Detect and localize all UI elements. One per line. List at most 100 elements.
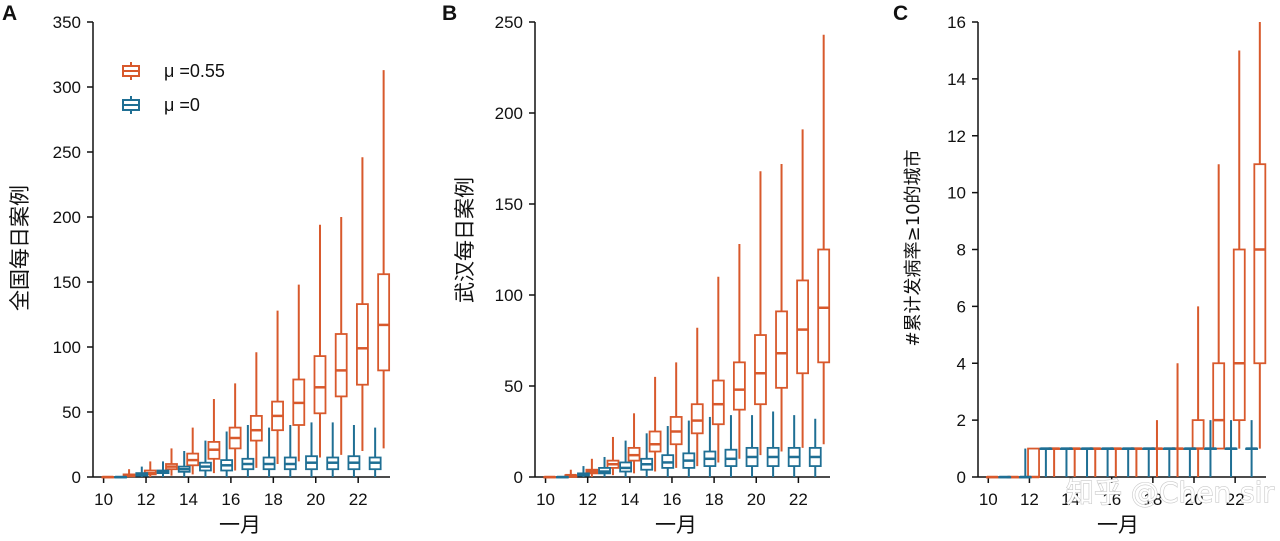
panel-c-box-mu0: [998, 475, 1012, 479]
watermark: 知乎 @Chen sir: [1066, 476, 1274, 509]
panel-b-box-mu0: [703, 416, 717, 477]
panel-a-ytick-label: 150: [53, 273, 81, 292]
panel-c-box-mu055: [986, 475, 999, 479]
panel-a-box-mu055: [292, 284, 306, 462]
panel-a-xtick-label: 18: [264, 490, 283, 509]
panel-a-box-mu0: [262, 427, 276, 477]
box-iqr: [1232, 248, 1246, 422]
panel-c-xtick-label: 16: [1102, 490, 1121, 509]
panel-b-ylabel: 武汉每日案例: [453, 177, 477, 303]
box-iqr: [1027, 447, 1040, 478]
panel-c-box-mu0: [1142, 447, 1156, 477]
panel-a-letter: A: [2, 2, 17, 25]
panel-a-ytick-label: 250: [53, 143, 81, 162]
panel-b-box-mu055: [606, 436, 620, 476]
panel-b-box-mu0: [724, 415, 738, 477]
panel-a-box-mu055: [186, 427, 200, 475]
panel-a-box-mu055: [356, 157, 369, 451]
panel-c-ytick-label: 16: [947, 13, 966, 32]
panel-b-xtick-label: 18: [705, 490, 724, 509]
panel-a-xtick-label: 10: [94, 490, 113, 509]
panel-c-box-mu055: [1171, 363, 1184, 477]
box-iqr: [754, 334, 767, 406]
panel-c-box-mu0: [1224, 420, 1238, 477]
panel-a-ytick-label: 50: [62, 403, 81, 422]
panel-c-box-mu0: [1183, 447, 1197, 477]
panel-b-box-mu055: [543, 475, 557, 479]
box-iqr: [1212, 362, 1226, 450]
panel-c-box-mu055: [1232, 50, 1246, 449]
panel-b-box-mu0: [766, 411, 780, 477]
panel-a-box-mu0: [326, 422, 340, 477]
panel-c-box-mu055: [1047, 447, 1061, 477]
panel-a-box-mu055: [101, 475, 115, 479]
box-iqr: [249, 414, 263, 442]
box-iqr: [711, 379, 725, 426]
panel-c-xtick-label: 22: [1226, 490, 1245, 509]
panel-c-box-mu0: [1245, 420, 1258, 477]
panel-a-xtick-label: 20: [306, 490, 325, 509]
panel-b-ytick-label: 150: [495, 195, 523, 214]
panel-a-box-mu055: [165, 448, 178, 476]
panel-a: A 0 50 100 150 200 250 300 350 10 12 14 16 18 20 22 一月…: [2, 2, 391, 537]
panel-b-plot: 0 50 100 150 200 250 10 12 14 16 18 20 22: [495, 13, 831, 509]
panel-c-box-mu0: [1101, 447, 1114, 477]
panel-a-xtick-label: 12: [137, 490, 156, 509]
panel-c-box-mu0: [1060, 447, 1073, 477]
box-iqr: [690, 403, 704, 435]
panel-c-letter: C: [893, 2, 908, 25]
panel-c-xtick-label: 18: [1143, 490, 1162, 509]
panel-b-box-mu055: [796, 129, 810, 448]
panel-c-box-mu055: [1109, 447, 1123, 477]
panel-b-box-mu055: [817, 34, 831, 445]
panel-a-box-mu0: [305, 422, 318, 477]
panel-c-box-mu0: [1204, 420, 1217, 477]
panel-a-ytick-label: 200: [53, 208, 81, 227]
panel-c-ytick-label: 0: [957, 468, 966, 487]
panel-c-xtick-label: 10: [979, 490, 998, 509]
panel-b-ytick-label: 100: [495, 286, 523, 305]
legend-label-mu055: μ =0.55: [164, 61, 225, 81]
panel-c-ytick-label: 14: [947, 70, 966, 89]
panel-a-ylabel: 全国每日案例: [8, 185, 32, 311]
panel-a-box-mu055: [271, 310, 284, 464]
panel-c-plot: 0 2 4 6 8 10 12 14 16 10 12 14 16 18 20 22: [947, 13, 1267, 509]
box-iqr: [334, 333, 348, 398]
panel-c-box-mu055: [1212, 164, 1226, 450]
panel-b-ytick-label: 50: [504, 377, 523, 396]
box-iqr: [356, 303, 369, 386]
panel-a-xlabel: 一月: [219, 513, 261, 537]
panel-c-box-mu0: [1018, 448, 1032, 479]
panel-b: B 0 50 100 150 200 250 10 12 14 16 18 20 22 一月 武汉每日案…: [442, 2, 831, 537]
panel-b-box-mu0: [555, 475, 569, 479]
panel-b-box-mu055: [775, 163, 788, 452]
panel-a-plot: 0 50 100 150 200 250 300 350 10 12 14 16 18 20 22: [53, 13, 391, 509]
box-iqr: [648, 430, 662, 453]
panel-c-box-mu055: [1130, 447, 1143, 477]
panel-a-box-mu0: [199, 440, 212, 477]
panel-c-ytick-label: 8: [957, 241, 966, 260]
legend-label-mu0: μ =0: [164, 95, 200, 115]
legend: μ =0.55 μ =0: [122, 61, 225, 115]
panel-c-box-mu055: [1027, 447, 1040, 479]
panel-a-box-mu055: [377, 70, 391, 449]
panel-b-box-mu0: [577, 466, 590, 477]
box-iqr: [1253, 163, 1267, 365]
panel-c-box-mu055: [1191, 306, 1205, 477]
box-iqr: [796, 279, 810, 375]
panel-a-box-mu0: [241, 425, 255, 477]
panel-c-ylabel: #累计发病率≥10的城市: [903, 149, 924, 346]
panel-b-box-mu055: [732, 244, 746, 459]
panel-c-ytick-label: 12: [947, 127, 966, 146]
panel-b-box-mu0: [745, 415, 759, 477]
panel-c-ytick-label: 10: [947, 184, 966, 203]
panel-b-box-mu055: [690, 327, 704, 467]
panel-c-xtick-label: 14: [1061, 490, 1080, 509]
panel-b-xtick-label: 12: [578, 490, 597, 509]
panel-a-box-mu055: [313, 224, 327, 458]
panel-b-box-mu055: [669, 362, 683, 468]
panel-b-xtick-label: 20: [747, 490, 766, 509]
panel-b-box-mu055: [585, 458, 599, 477]
panel-a-box-mu055: [249, 352, 263, 468]
panel-c-box-mu0: [1039, 447, 1053, 477]
